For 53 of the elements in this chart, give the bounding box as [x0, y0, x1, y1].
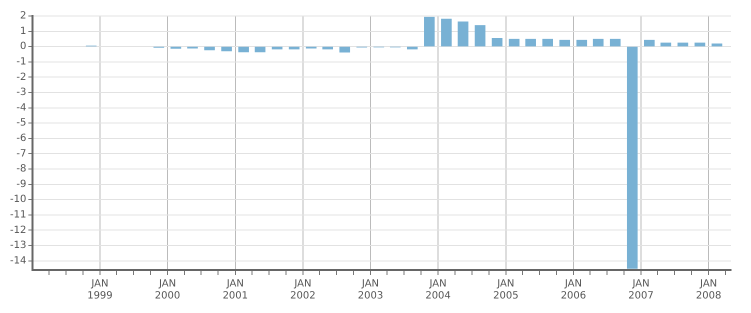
- bar: [458, 21, 468, 46]
- bar: [272, 46, 282, 50]
- bar: [254, 46, 266, 52]
- bar: [712, 44, 722, 46]
- bar: [626, 46, 638, 269]
- y-tick-label: -9: [16, 178, 26, 190]
- bar: [474, 25, 486, 46]
- bar: [492, 38, 502, 46]
- bar: [678, 42, 688, 46]
- x-tick-label: JAN 2005: [493, 278, 519, 302]
- x-tick-label: JAN 2000: [154, 278, 180, 302]
- y-tick-label: -6: [16, 133, 26, 144]
- x-tick-label: JAN 2003: [358, 278, 384, 302]
- bar: [288, 46, 300, 50]
- x-tick-label: JAN 1999: [87, 278, 113, 302]
- y-tick-label: -8: [16, 164, 26, 175]
- bar: [508, 38, 520, 46]
- y-tick-label: -14: [10, 255, 26, 266]
- x-tick-label: JAN 2008: [696, 278, 722, 302]
- y-tick-label: -2: [16, 72, 26, 83]
- bar: [660, 42, 672, 46]
- bar: [592, 38, 604, 46]
- bar: [644, 40, 655, 46]
- x-tick-label: JAN 2001: [222, 278, 248, 302]
- y-tick-label: -11: [10, 210, 26, 221]
- y-tick-label: 0: [20, 41, 26, 52]
- x-tick-label: JAN 2006: [560, 278, 586, 302]
- x-tick-label: JAN 2007: [628, 278, 654, 302]
- y-tick-label: -13: [10, 240, 26, 252]
- y-tick-label: -4: [16, 102, 26, 114]
- x-tick-label: JAN 2002: [290, 278, 316, 302]
- bar: [238, 46, 249, 52]
- bar: [339, 46, 350, 52]
- bar: [694, 42, 706, 46]
- bar: [576, 40, 588, 46]
- bar: [525, 38, 536, 46]
- y-tick-label: 1: [20, 26, 26, 37]
- bar: [542, 38, 554, 46]
- bar: [441, 18, 452, 46]
- bar: [559, 40, 570, 46]
- bar: [406, 46, 418, 50]
- y-tick-label: -5: [16, 118, 26, 129]
- y-tick-label: 2: [20, 10, 26, 22]
- bar: [322, 46, 334, 50]
- bar: [424, 16, 435, 46]
- y-tick-label: -12: [10, 224, 26, 236]
- x-tick-label: JAN 2004: [425, 278, 451, 302]
- y-tick-label: -1: [16, 56, 26, 68]
- bar: [610, 38, 621, 46]
- y-tick-label: -3: [16, 87, 26, 98]
- bar: [204, 46, 215, 50]
- y-tick-label: -7: [16, 148, 26, 160]
- y-tick-label: -10: [10, 194, 26, 206]
